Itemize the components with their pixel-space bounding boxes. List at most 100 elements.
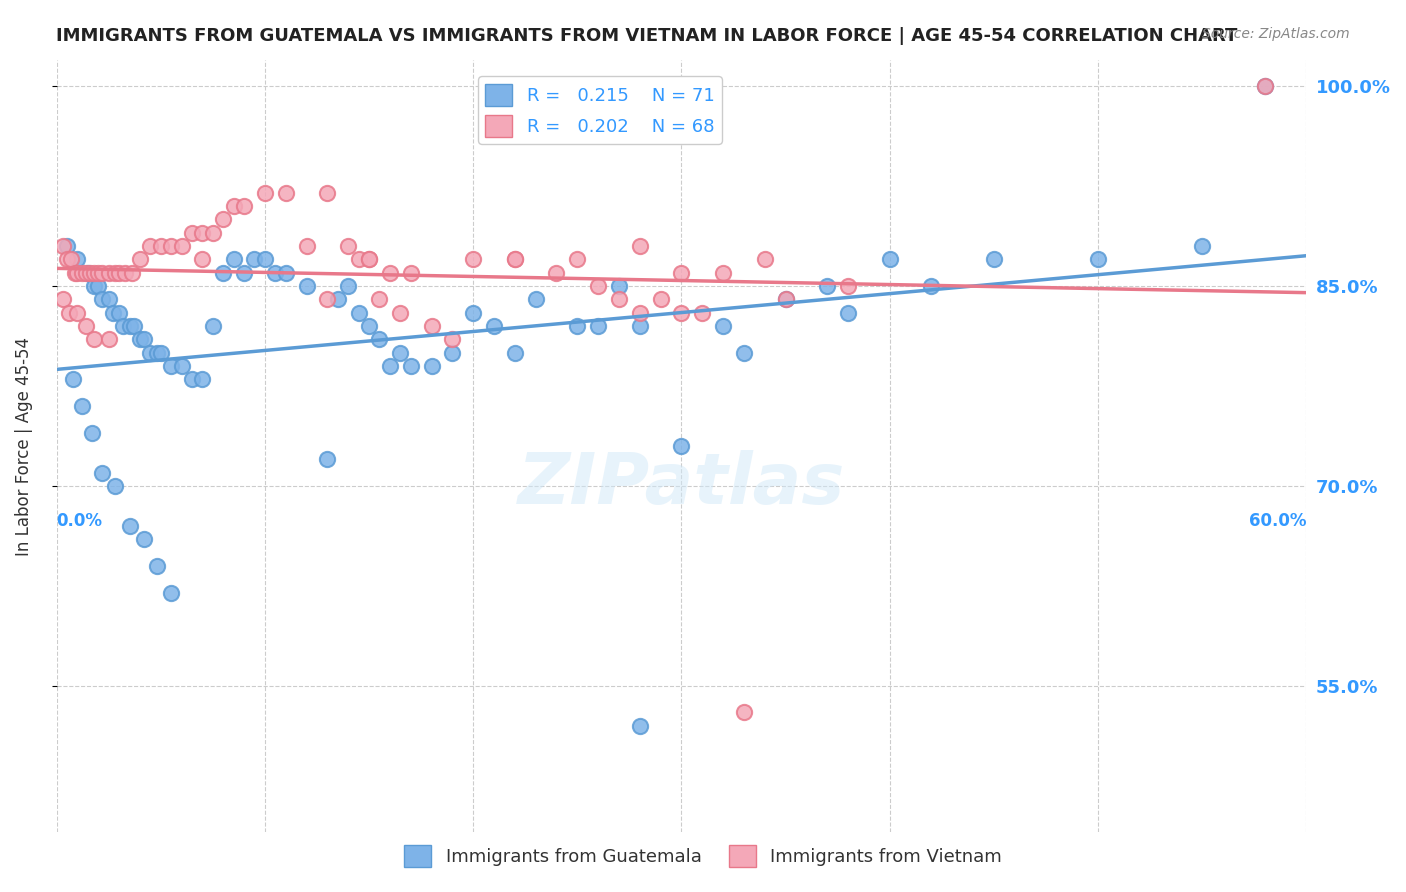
Point <box>233 199 256 213</box>
Point <box>87 266 110 280</box>
Text: 60.0%: 60.0% <box>1249 512 1306 530</box>
Point <box>70 399 93 413</box>
Point <box>132 333 155 347</box>
Point <box>628 306 651 320</box>
Point <box>181 372 204 386</box>
Point <box>316 293 339 307</box>
Point <box>79 266 101 280</box>
Point <box>316 186 339 200</box>
Point <box>149 239 172 253</box>
Point <box>149 345 172 359</box>
Point <box>212 266 235 280</box>
Point <box>201 319 224 334</box>
Point <box>132 533 155 547</box>
Point <box>690 306 713 320</box>
Point <box>139 239 162 253</box>
Point <box>66 252 89 267</box>
Point <box>274 186 297 200</box>
Point <box>463 252 485 267</box>
Point <box>52 293 75 307</box>
Point <box>118 319 141 334</box>
Point <box>108 266 131 280</box>
Legend: Immigrants from Guatemala, Immigrants from Vietnam: Immigrants from Guatemala, Immigrants fr… <box>396 838 1010 874</box>
Point <box>441 345 464 359</box>
Point <box>347 252 370 267</box>
Point <box>326 293 349 307</box>
Point <box>671 306 693 320</box>
Point <box>357 252 380 267</box>
Point <box>775 293 797 307</box>
Point <box>389 345 412 359</box>
Point <box>97 266 120 280</box>
Point <box>420 319 443 334</box>
Point <box>368 333 391 347</box>
Point <box>104 266 127 280</box>
Point <box>441 333 464 347</box>
Point <box>1253 79 1275 94</box>
Text: IMMIGRANTS FROM GUATEMALA VS IMMIGRANTS FROM VIETNAM IN LABOR FORCE | AGE 45-54 : IMMIGRANTS FROM GUATEMALA VS IMMIGRANTS … <box>56 27 1237 45</box>
Point <box>357 252 380 267</box>
Point <box>58 306 80 320</box>
Point <box>264 266 287 280</box>
Point <box>754 252 776 267</box>
Point <box>60 252 83 267</box>
Legend: R =   0.215    N = 71, R =   0.202    N = 68: R = 0.215 N = 71, R = 0.202 N = 68 <box>478 77 721 144</box>
Point <box>91 266 114 280</box>
Point <box>920 279 942 293</box>
Point <box>122 319 145 334</box>
Point <box>191 372 214 386</box>
Point <box>191 226 214 240</box>
Text: ZIPatlas: ZIPatlas <box>517 450 845 519</box>
Point <box>83 333 105 347</box>
Point <box>191 252 214 267</box>
Point <box>463 306 485 320</box>
Text: Source: ZipAtlas.com: Source: ZipAtlas.com <box>1202 27 1350 41</box>
Point <box>66 306 89 320</box>
Point <box>607 279 630 293</box>
Point <box>83 279 105 293</box>
Point <box>399 359 422 373</box>
Point <box>482 319 505 334</box>
Point <box>347 306 370 320</box>
Point <box>170 239 193 253</box>
Point <box>586 319 609 334</box>
Point <box>628 239 651 253</box>
Point <box>337 279 360 293</box>
Point <box>879 252 901 267</box>
Point <box>66 266 89 280</box>
Point <box>181 226 204 240</box>
Point <box>1087 252 1109 267</box>
Point <box>711 319 734 334</box>
Point <box>295 239 318 253</box>
Point <box>112 319 135 334</box>
Point <box>101 306 124 320</box>
Point <box>91 293 114 307</box>
Point <box>129 252 152 267</box>
Point <box>160 239 183 253</box>
Point <box>160 585 183 599</box>
Point <box>628 319 651 334</box>
Point <box>983 252 1005 267</box>
Point <box>170 359 193 373</box>
Point <box>212 212 235 227</box>
Point <box>160 359 183 373</box>
Point <box>711 266 734 280</box>
Point <box>607 293 630 307</box>
Point <box>650 293 672 307</box>
Point <box>145 345 167 359</box>
Point <box>503 345 526 359</box>
Point <box>368 293 391 307</box>
Point <box>671 266 693 280</box>
Point <box>1253 79 1275 94</box>
Point <box>87 279 110 293</box>
Point <box>108 306 131 320</box>
Point <box>75 266 97 280</box>
Point <box>274 266 297 280</box>
Point <box>378 266 401 280</box>
Point <box>503 252 526 267</box>
Point <box>243 252 266 267</box>
Point <box>295 279 318 293</box>
Point <box>524 293 547 307</box>
Point <box>815 279 838 293</box>
Point <box>837 306 859 320</box>
